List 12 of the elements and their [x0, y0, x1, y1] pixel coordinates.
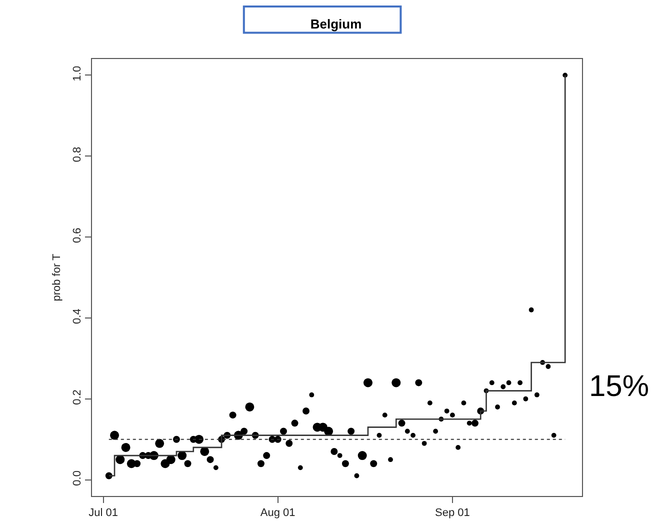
- x-tick-label: Aug 01: [260, 507, 296, 520]
- y-tick-label: 0.8: [72, 146, 84, 162]
- y-tick-label: 0.0: [72, 470, 84, 486]
- y-tick-label: 1.0: [72, 66, 84, 82]
- text: 15%: [589, 370, 650, 403]
- y-tick-label: 0.6: [72, 228, 84, 244]
- chart-title: Belgium: [310, 16, 362, 32]
- y-tick-label: 0.2: [72, 390, 84, 405]
- x-tick-label: Sep 01: [435, 507, 470, 520]
- y-axis-title: prob for T: [51, 253, 64, 302]
- y-tick-label: 0.4: [72, 308, 84, 324]
- x-tick-label: Jul 01: [88, 507, 118, 520]
